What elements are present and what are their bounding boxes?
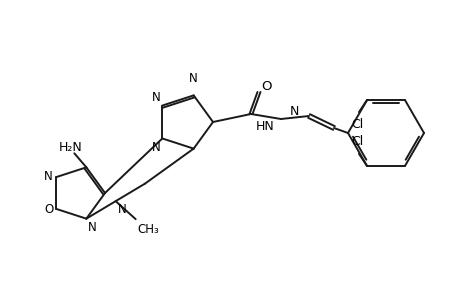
Text: Cl: Cl [350, 135, 362, 148]
Text: CH₃: CH₃ [137, 223, 159, 236]
Text: Cl: Cl [350, 118, 362, 131]
Text: N: N [151, 91, 160, 103]
Text: N: N [289, 105, 298, 118]
Text: N: N [43, 169, 52, 183]
Text: O: O [260, 80, 271, 94]
Text: N: N [151, 142, 160, 154]
Text: N: N [88, 221, 97, 234]
Text: HN: HN [255, 120, 274, 133]
Text: N: N [118, 203, 126, 216]
Text: H₂N: H₂N [58, 141, 82, 154]
Text: O: O [44, 203, 53, 216]
Text: N: N [189, 72, 197, 86]
